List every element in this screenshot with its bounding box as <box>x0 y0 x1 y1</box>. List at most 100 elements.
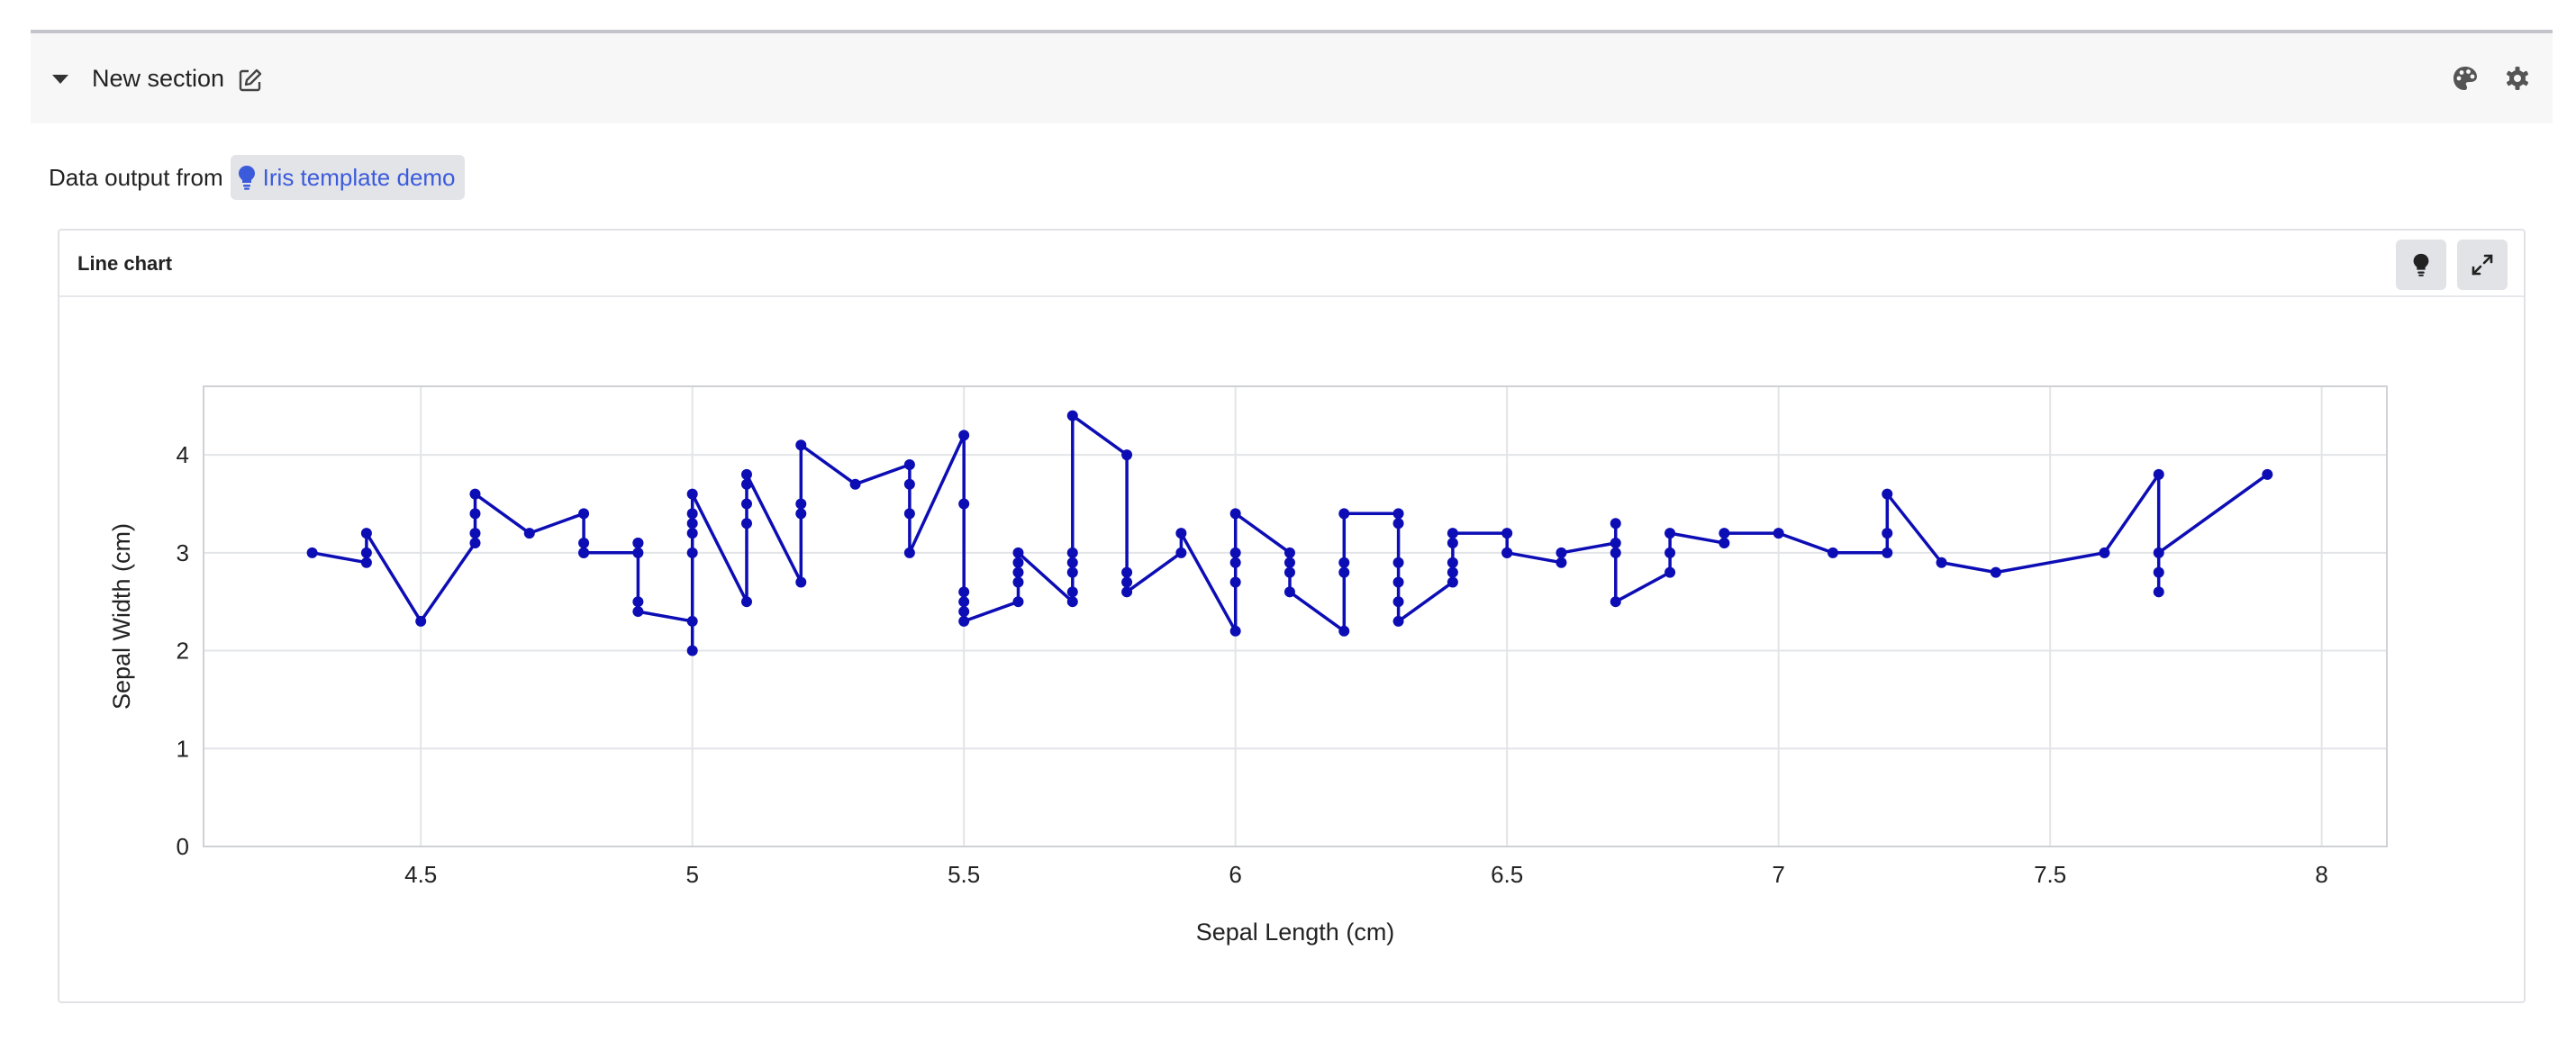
data-point <box>1066 547 1078 558</box>
data-point <box>686 508 698 520</box>
data-point <box>1392 615 1404 627</box>
data-point <box>1121 566 1133 578</box>
data-source-line: Data output from Iris template demo <box>49 153 465 202</box>
gear-icon[interactable] <box>2504 65 2531 92</box>
data-point <box>1121 586 1133 598</box>
data-point <box>1936 557 1947 568</box>
data-point <box>686 615 698 627</box>
data-point <box>849 478 861 490</box>
x-tick-label: 7 <box>1772 861 1784 888</box>
data-point <box>1338 566 1350 578</box>
data-point <box>632 547 644 558</box>
data-point <box>740 478 752 490</box>
data-point <box>1229 576 1241 588</box>
data-point <box>1283 566 1295 578</box>
data-point <box>795 439 807 451</box>
data-point <box>1229 547 1241 558</box>
palette-icon[interactable] <box>2452 65 2479 92</box>
data-point <box>1556 557 1567 568</box>
data-point <box>578 508 590 520</box>
data-point <box>632 606 644 618</box>
data-point <box>1447 566 1458 578</box>
data-point <box>1338 508 1350 520</box>
data-point <box>1392 576 1404 588</box>
lightbulb-icon <box>2413 253 2429 276</box>
data-point <box>1338 557 1350 568</box>
data-point <box>306 547 318 558</box>
y-tick-label: 2 <box>177 638 189 665</box>
data-point <box>1012 576 1024 588</box>
y-tick-label: 0 <box>177 833 189 860</box>
y-tick-label: 3 <box>177 539 189 566</box>
data-point <box>795 508 807 520</box>
data-point <box>1610 537 1621 548</box>
data-point <box>1610 547 1621 558</box>
data-point <box>958 615 970 627</box>
x-tick-label: 7.5 <box>2034 861 2066 888</box>
source-link[interactable]: Iris template demo <box>230 155 465 200</box>
data-point <box>1773 528 1784 539</box>
data-point <box>1066 566 1078 578</box>
data-point <box>1229 557 1241 568</box>
data-point <box>958 606 970 618</box>
data-point <box>686 547 698 558</box>
data-point <box>1719 528 1730 539</box>
data-point <box>1012 557 1024 568</box>
data-point <box>1882 528 1893 539</box>
data-point <box>1283 586 1295 598</box>
data-point <box>1392 557 1404 568</box>
series-line <box>312 413 2269 653</box>
data-point <box>1664 566 1676 578</box>
data-point <box>1175 528 1187 539</box>
caret-down-icon[interactable] <box>50 73 70 86</box>
data-point <box>469 488 481 500</box>
plot-frame <box>203 385 2388 847</box>
data-point <box>1447 557 1458 568</box>
data-point <box>1501 528 1513 539</box>
data-point <box>1121 576 1133 588</box>
insight-button[interactable] <box>2396 240 2446 290</box>
data-point <box>1012 596 1024 608</box>
data-point <box>1338 625 1350 637</box>
data-point <box>1719 537 1730 548</box>
data-point <box>1175 547 1187 558</box>
data-point <box>360 547 372 558</box>
data-point <box>903 547 915 558</box>
expand-button[interactable] <box>2457 240 2508 290</box>
data-point <box>1121 449 1133 461</box>
edit-icon[interactable] <box>238 68 263 93</box>
data-point <box>903 508 915 520</box>
section-title: New section <box>92 65 225 92</box>
data-point <box>2262 468 2273 480</box>
lightbulb-icon <box>238 166 255 190</box>
data-point <box>469 537 481 548</box>
data-point <box>686 645 698 656</box>
data-point <box>1501 547 1513 558</box>
data-point <box>903 458 915 470</box>
y-tick-label: 4 <box>177 441 189 468</box>
data-point <box>469 508 481 520</box>
data-point <box>2153 566 2164 578</box>
chart-card: Line chart 4.5 5 5.5 6 6.5 7 7.5 8 0 1 2 3 4 Sepal L… <box>58 229 2526 1003</box>
data-point <box>1283 547 1295 558</box>
data-point <box>523 528 535 539</box>
data-point <box>1447 537 1458 548</box>
data-point <box>1392 518 1404 530</box>
data-point <box>1066 586 1078 598</box>
data-point <box>2153 547 2164 558</box>
x-tick-label: 5.5 <box>948 861 980 888</box>
x-tick-label: 8 <box>2315 861 2327 888</box>
data-point <box>1664 528 1676 539</box>
data-point <box>1664 547 1676 558</box>
data-point <box>686 488 698 500</box>
data-point <box>1610 596 1621 608</box>
data-point <box>1392 596 1404 608</box>
x-tick-label: 4.5 <box>404 861 437 888</box>
data-point <box>1066 557 1078 568</box>
data-point <box>2153 586 2164 598</box>
data-point <box>360 528 372 539</box>
data-point <box>795 576 807 588</box>
data-point <box>2153 468 2164 480</box>
data-point <box>740 518 752 530</box>
